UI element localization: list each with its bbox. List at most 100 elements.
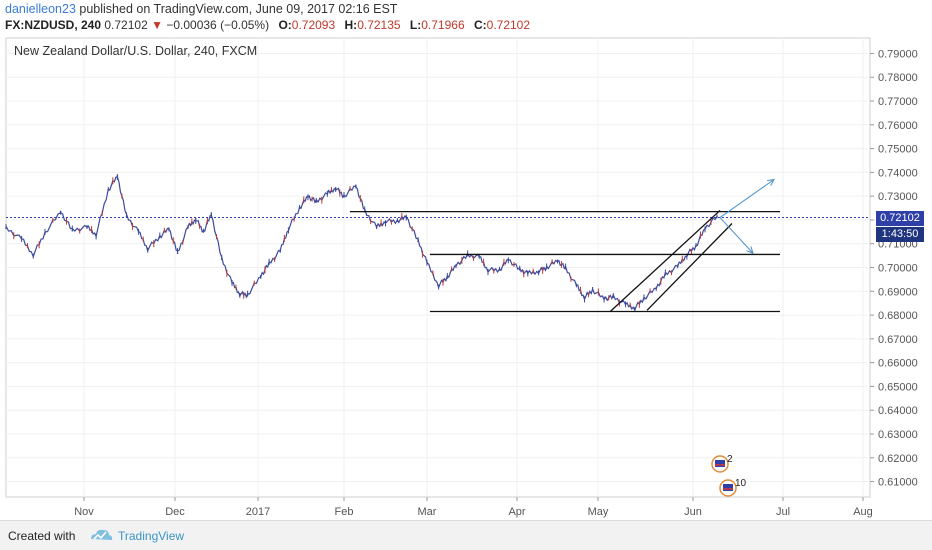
x-tick-label: Nov — [74, 506, 94, 518]
publish-line: danielleon23 published on TradingView.co… — [5, 2, 397, 16]
series-point — [315, 201, 318, 203]
series-point — [20, 238, 23, 240]
y-tick-label: 0.71000 — [878, 239, 918, 251]
channel-line[interactable] — [609, 209, 721, 312]
series-point — [210, 213, 213, 215]
series-point — [507, 258, 510, 260]
series-point — [676, 265, 679, 268]
series-point — [455, 264, 457, 266]
x-tick-label: Mar — [418, 506, 437, 518]
y-tick-label: 0.64000 — [878, 405, 918, 417]
y-tick-label: 0.78000 — [878, 72, 918, 84]
y-tick-label: 0.65000 — [878, 381, 918, 393]
projection-arrow-line[interactable] — [719, 179, 775, 218]
y-tick-label: 0.76000 — [878, 120, 918, 132]
y-tick-label: 0.61000 — [878, 477, 918, 489]
series-point — [326, 192, 329, 195]
author-link[interactable]: danielleon23 — [5, 2, 76, 16]
symbol-label: FX:NZDUSD, 240 — [5, 18, 102, 32]
series-point — [612, 296, 615, 299]
series-point — [125, 215, 128, 218]
series-point — [704, 227, 706, 230]
open-label: O: — [278, 18, 292, 32]
y-tick-label: 0.74000 — [878, 167, 918, 179]
chart-area[interactable]: New Zealand Dollar/U.S. Dollar, 240, FXC… — [0, 36, 932, 520]
flag-icon — [723, 484, 733, 491]
projection-arrow-line[interactable] — [719, 217, 754, 254]
x-tick-label: May — [588, 506, 609, 518]
series-point — [137, 231, 140, 233]
price-chart[interactable]: New Zealand Dollar/U.S. Dollar, 240, FXC… — [0, 36, 932, 520]
series-point — [343, 195, 345, 197]
series-point — [545, 266, 548, 269]
series-point — [95, 233, 97, 236]
series-point — [231, 282, 233, 284]
series-point — [334, 187, 337, 189]
series-point — [5, 227, 7, 230]
series-point — [417, 240, 419, 243]
series-point — [384, 220, 387, 222]
series-point — [107, 189, 110, 192]
created-with-label: Created with — [8, 529, 76, 543]
series-point — [498, 269, 501, 271]
series-point — [396, 220, 399, 222]
series-point — [146, 247, 149, 250]
x-tick-label: Aug — [853, 506, 873, 518]
series-point — [86, 226, 88, 228]
series-point — [287, 227, 290, 230]
low-value: 0.71966 — [421, 18, 465, 32]
series-point — [695, 245, 697, 247]
series-point — [426, 261, 428, 264]
last-price: 0.72102 — [104, 18, 148, 32]
series-point — [59, 210, 62, 213]
series-point — [624, 303, 627, 306]
series-point — [202, 231, 205, 233]
series-point — [44, 232, 46, 234]
y-tick-label: 0.63000 — [878, 429, 918, 441]
series-point — [176, 252, 179, 255]
series-point — [268, 263, 270, 265]
series-point — [603, 297, 605, 300]
tradingview-cloud-icon[interactable] — [88, 526, 114, 544]
channel-line[interactable] — [646, 223, 733, 311]
x-tick-label: Feb — [335, 506, 354, 518]
current-price-tag: 0.72102 — [876, 210, 924, 226]
y-tick-label: 0.73000 — [878, 191, 918, 203]
symbol-line: FX:NZDUSD, 240 0.72102 ▼ −0.00036 (−0.05… — [5, 18, 530, 32]
tradingview-link[interactable]: TradingView — [118, 529, 185, 543]
series-point — [518, 269, 521, 271]
series-point — [298, 207, 301, 209]
series-point — [487, 269, 489, 271]
y-tick-label: 0.75000 — [878, 144, 918, 156]
series-point — [633, 307, 636, 309]
low-label: L: — [409, 18, 422, 32]
open-value: 0.72093 — [291, 18, 336, 32]
series-point — [159, 235, 161, 238]
high-label: H: — [344, 18, 358, 32]
series-point — [279, 250, 281, 252]
y-tick-label: 0.68000 — [878, 310, 918, 322]
x-tick-label: 2017 — [246, 506, 270, 518]
series-point — [239, 292, 241, 295]
published-text: published on TradingView.com, June 09, 2… — [79, 2, 398, 16]
series-point — [116, 175, 119, 177]
series-point — [716, 215, 718, 218]
y-tick-label: 0.77000 — [878, 96, 918, 108]
x-tick-label: Jul — [776, 506, 790, 518]
flag-icon — [715, 460, 725, 467]
series-point — [583, 296, 586, 299]
price-change: −0.00036 (−0.05%) — [166, 18, 270, 32]
x-tick-label: Dec — [165, 506, 185, 518]
series-point — [220, 258, 223, 260]
y-tick-label: 0.66000 — [878, 358, 918, 370]
series-point — [194, 217, 197, 220]
chart-title: New Zealand Dollar/U.S. Dollar, 240, FXC… — [14, 44, 257, 58]
series-point — [575, 284, 578, 287]
chart-header: danielleon23 published on TradingView.co… — [0, 0, 932, 36]
footer-bar: Created with TradingView — [0, 520, 932, 550]
series-point — [71, 229, 74, 232]
arrow-head-icon — [767, 178, 775, 186]
series-point — [655, 286, 658, 289]
series-point — [307, 195, 309, 197]
event-badge-count: 10 — [735, 478, 747, 489]
